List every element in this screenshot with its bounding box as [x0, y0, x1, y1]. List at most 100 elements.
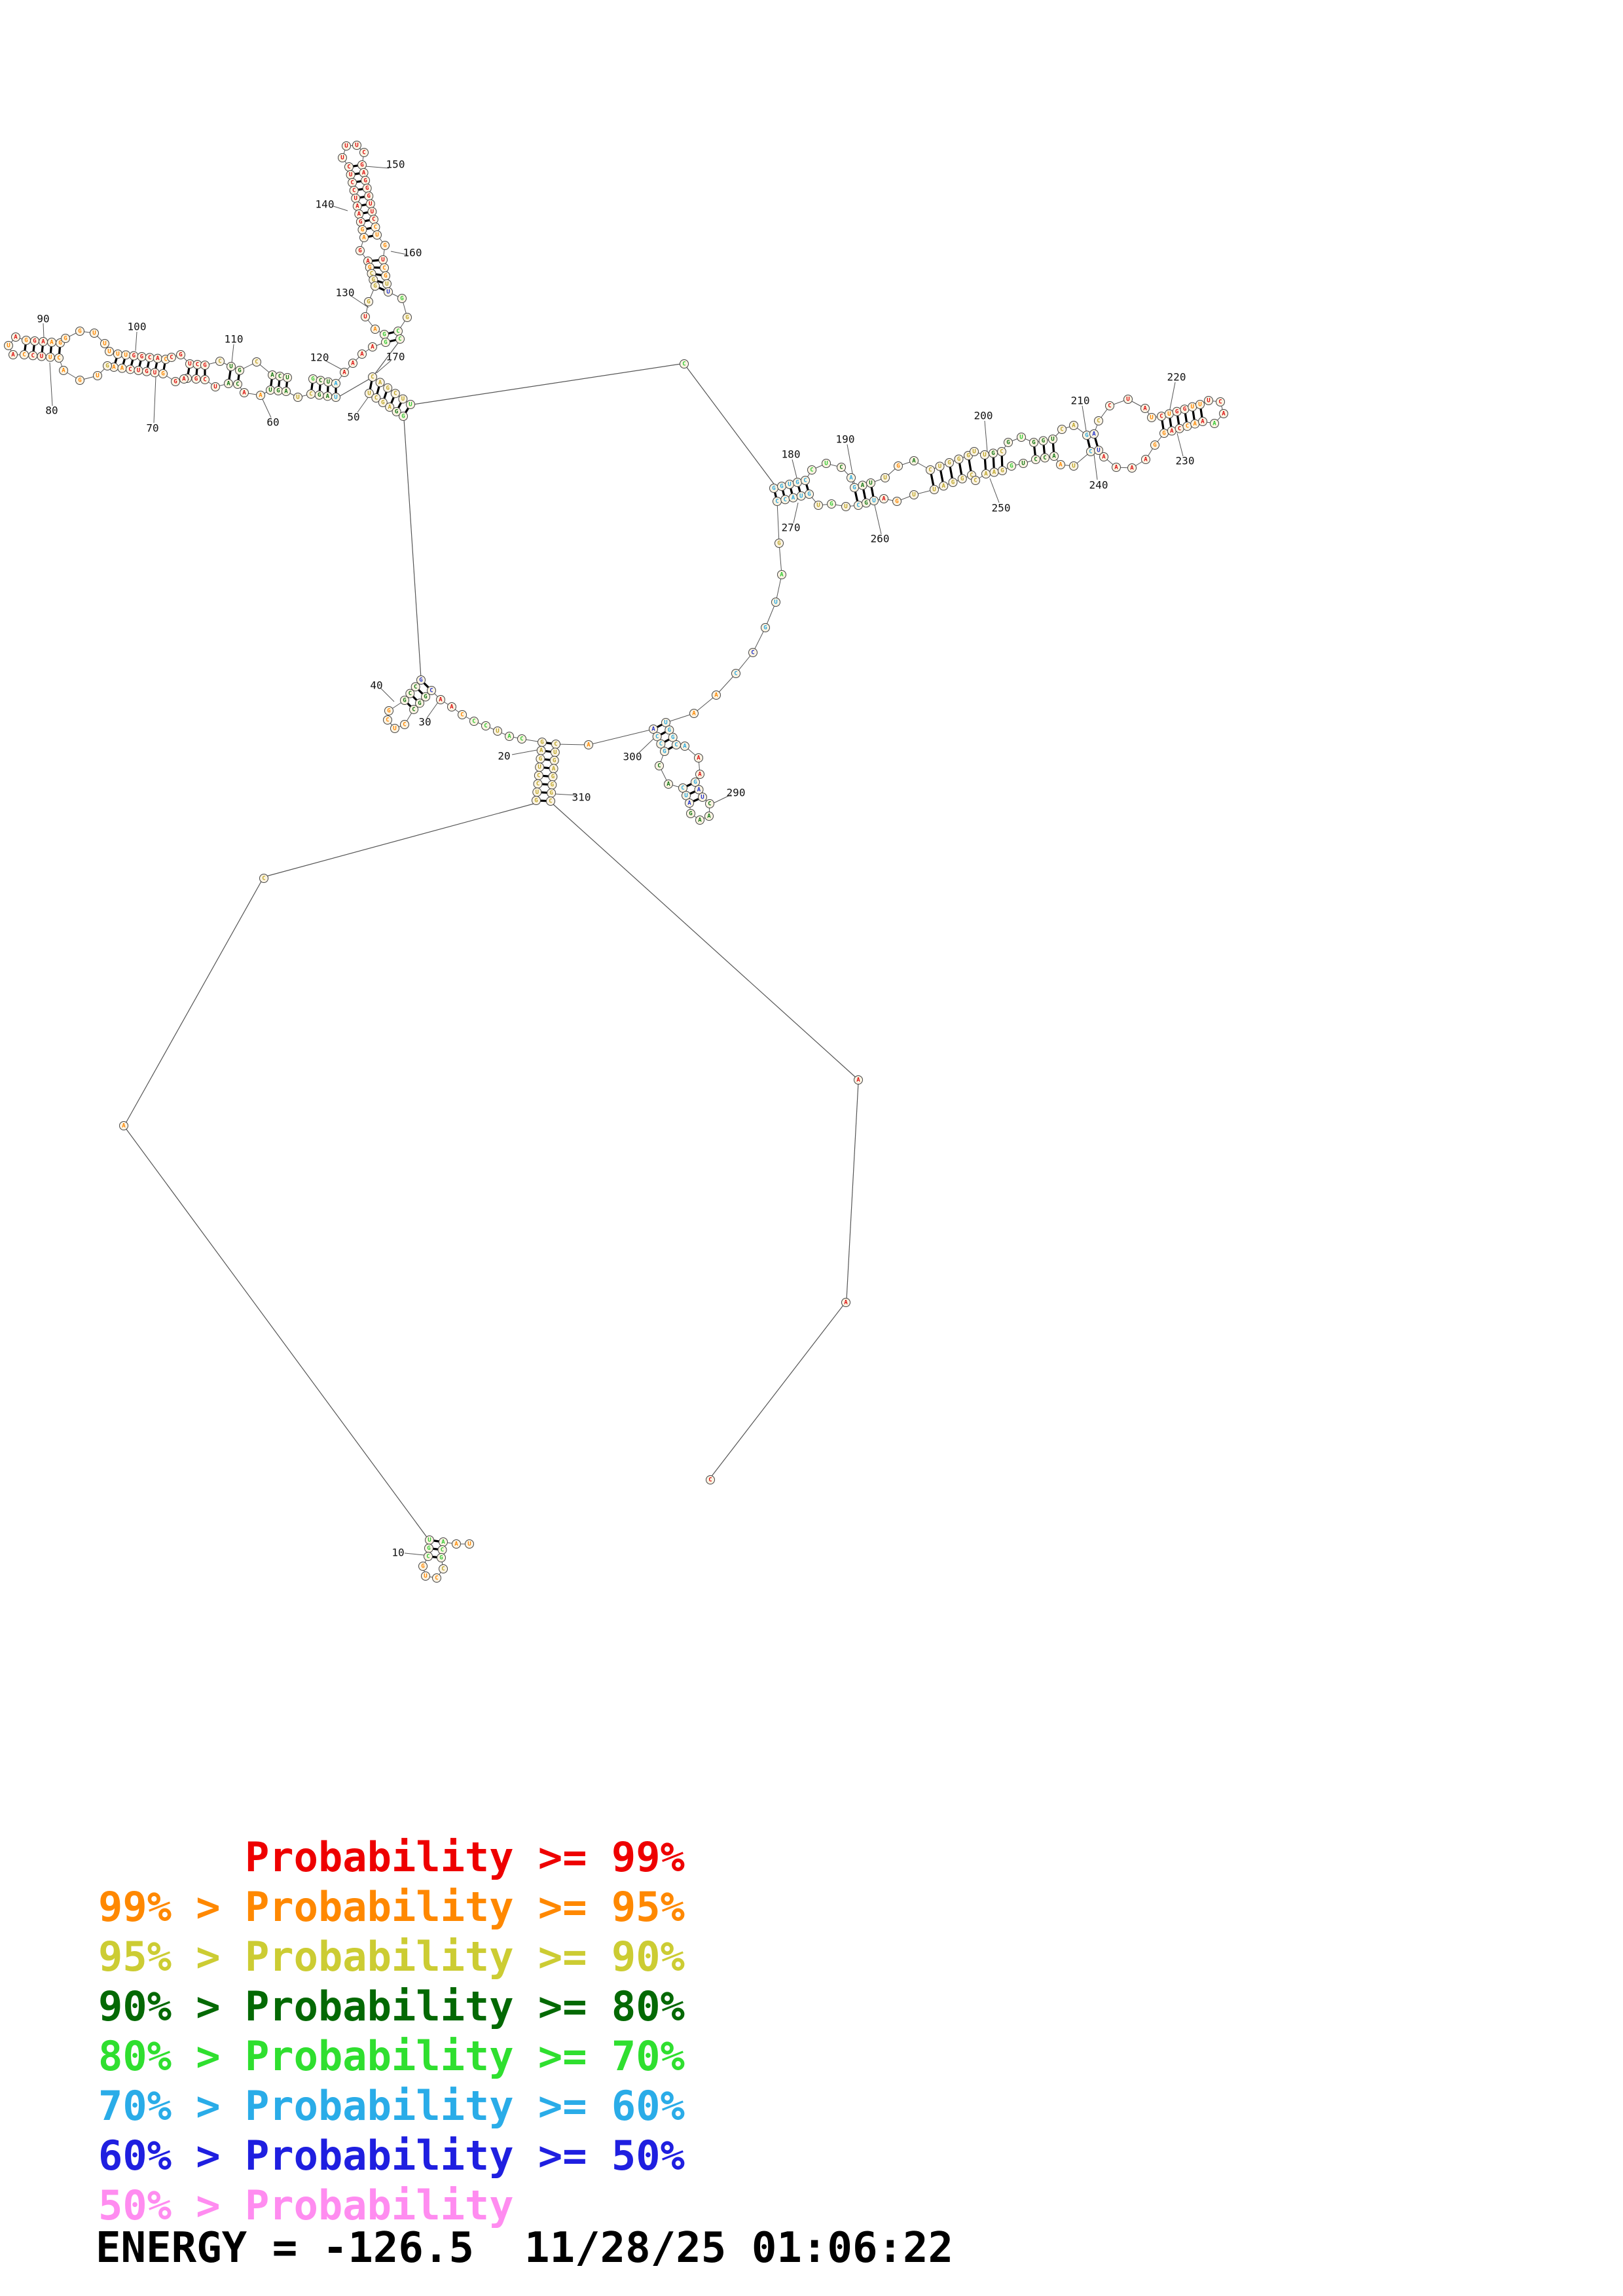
nucleotide-circle — [371, 281, 380, 291]
nucleotide-circle — [465, 1539, 474, 1549]
nucleotide-letter: U — [327, 379, 330, 386]
nucleotide-letter: U — [664, 720, 667, 726]
nucleotide-letter: G — [540, 740, 543, 746]
nucleotide-circle — [348, 359, 357, 368]
nucleotide-circle — [1123, 395, 1133, 404]
nucleotide-circle — [777, 570, 786, 579]
plot-line — [710, 1304, 845, 1479]
plot-line — [1093, 454, 1098, 480]
nucleotide-letter: C — [203, 377, 206, 384]
position-label: 70 — [146, 422, 158, 435]
nucleotide-letter: A — [351, 361, 355, 367]
nucleotide-circle — [660, 747, 669, 756]
position-label: 140 — [316, 198, 335, 211]
nucleotide-letter: A — [371, 344, 374, 351]
nucleotide-letter: C — [549, 798, 552, 805]
plot-line — [403, 418, 422, 679]
nucleotide-letter: U — [1150, 415, 1153, 422]
nucleotide-circle — [761, 623, 770, 632]
nucleotide-circle — [158, 369, 168, 378]
nucleotide-letter: C — [255, 359, 258, 366]
nucleotide-letter: U — [824, 461, 828, 467]
nucleotide-letter: U — [1126, 397, 1129, 403]
plot-line — [49, 362, 53, 406]
nucleotide-circle — [342, 141, 351, 151]
position-labels: 150 140 160 130 120 110 100 90 80 70 60 50 170 20 310 3… — [37, 158, 1194, 1559]
nucleotide-letter: A — [780, 572, 784, 579]
nucleotide-letter: G — [668, 727, 671, 734]
nucleotide-letter: C — [1034, 457, 1037, 463]
nucleotide-circle — [1140, 404, 1150, 413]
nucleotide-letter: U — [1198, 402, 1201, 408]
nucleotide-circle — [421, 1571, 430, 1581]
nucleotide-circle — [685, 798, 694, 808]
nucleotide-circle — [807, 465, 816, 475]
nucleotide-circle — [54, 353, 64, 363]
nucleotide-letter: G — [439, 1555, 443, 1562]
plot-line — [638, 738, 655, 753]
energy-status-line: ENERGY = -126.5 11/28/25 01:06:22 — [96, 2224, 954, 2272]
nucleotide-circle — [997, 447, 1006, 456]
plot-line — [380, 688, 395, 702]
nucleotide-letter: A — [122, 1123, 126, 1130]
nucleotide-letter: A — [882, 496, 886, 503]
nucleotide-letter: G — [365, 185, 369, 192]
plot-line — [337, 378, 371, 398]
nucleotide-letter: A — [666, 781, 670, 788]
nucleotide-circle — [930, 485, 939, 494]
nucleotide-letter: A — [942, 483, 946, 490]
nucleotide-letter: C — [441, 1566, 445, 1573]
nucleotide-letter: G — [401, 414, 405, 420]
nucleotide-circle — [481, 721, 490, 730]
nucleotide-letter: C — [734, 671, 737, 677]
nucleotide-letter: U — [467, 1541, 471, 1548]
nucleotide-circle — [694, 753, 703, 762]
nucleotide-letter: G — [1085, 433, 1088, 439]
nucleotide-letter: A — [362, 170, 366, 176]
nucleotide-circle — [894, 461, 903, 471]
nucleotide-letter: G — [539, 756, 542, 762]
nucleotide-circle — [409, 705, 418, 714]
plot-line — [390, 251, 408, 255]
nucleotide-letter: A — [698, 772, 702, 778]
nucleotide-letter: G — [311, 376, 314, 383]
nucleotide-circle — [847, 473, 856, 482]
nucleotide-letter: C — [784, 497, 787, 503]
nucleotide-letter: G — [795, 480, 799, 486]
nucleotide-letter: A — [1072, 423, 1076, 429]
nucleotide-circle — [371, 393, 381, 403]
nucleotide-letter: C — [1178, 425, 1181, 432]
nucleotide-letter: A — [1144, 457, 1148, 463]
plot-line — [792, 459, 797, 478]
nucleotide-letter: U — [496, 728, 499, 735]
nucleotide-letter: C — [484, 723, 487, 730]
nucleotide-circle — [410, 682, 420, 692]
plot-line — [778, 543, 782, 575]
nucleotide-letter: G — [966, 453, 970, 459]
nucleotide-circle — [1094, 446, 1103, 455]
nucleotide-letter: C — [536, 781, 539, 787]
nucleotide-letter: C — [429, 688, 433, 694]
nucleotide-circle — [1029, 438, 1038, 447]
nucleotide-letter: C — [537, 772, 540, 779]
nucleotide-letter: C — [657, 763, 661, 770]
nucleotide-circle — [948, 478, 958, 487]
nucleotide-letter: G — [395, 409, 398, 416]
nucleotide-circle — [75, 327, 84, 336]
nucleotide-letter: A — [182, 376, 186, 383]
nucleotide-letter: C — [164, 357, 167, 363]
nucleotide-letter: U — [1167, 411, 1171, 418]
nucleotide-letter: U — [40, 353, 43, 360]
nucleotide-letter: C — [681, 785, 684, 792]
nucleotide-circle — [682, 791, 691, 800]
probability-legend: Probability >= 99% 99% > Probability >= 9… — [98, 1833, 685, 2231]
nucleotide-letter: G — [427, 1545, 430, 1552]
nucleotide-letter: U — [799, 493, 803, 499]
nucleotide-circle — [698, 793, 707, 802]
nucleotide-circle — [432, 1573, 441, 1583]
nucleotide-circle — [532, 796, 541, 805]
position-label: 60 — [266, 416, 279, 429]
nucleotide-letter: G — [772, 486, 775, 492]
nucleotide-letter: G — [78, 378, 81, 384]
